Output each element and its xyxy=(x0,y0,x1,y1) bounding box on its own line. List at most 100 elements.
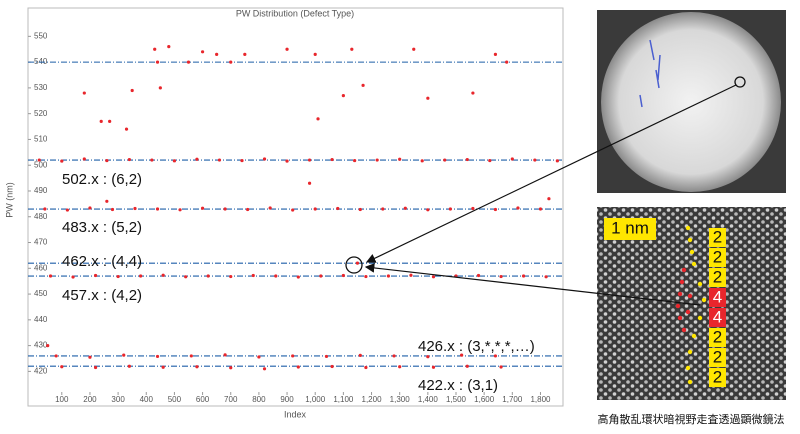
point xyxy=(139,274,143,278)
point xyxy=(262,157,267,161)
column-label: 2 xyxy=(713,247,722,266)
point xyxy=(186,60,191,64)
annotation: 422.x : (3,1) xyxy=(418,377,498,394)
point xyxy=(364,365,368,370)
point xyxy=(307,158,312,162)
point xyxy=(409,273,413,277)
point xyxy=(364,274,368,279)
point xyxy=(229,60,233,64)
column-label: 2 xyxy=(713,327,722,346)
red-dots xyxy=(675,267,693,333)
point xyxy=(471,206,475,211)
y-tick-label: 460 xyxy=(34,263,48,272)
point xyxy=(65,208,70,212)
point xyxy=(155,354,160,359)
column-label: 2 xyxy=(713,347,722,366)
arrow xyxy=(365,84,737,263)
column-box xyxy=(709,268,726,287)
x-tick-label: 1,500 xyxy=(446,395,467,404)
point xyxy=(398,365,402,369)
point xyxy=(155,207,160,211)
x-tick-label: 1,600 xyxy=(474,395,495,404)
point xyxy=(223,207,227,211)
column-label: 2 xyxy=(713,367,722,386)
y-tick-label: 510 xyxy=(34,135,48,144)
point xyxy=(358,207,362,212)
point xyxy=(471,91,475,95)
point xyxy=(195,157,199,161)
point xyxy=(341,94,345,98)
overview-circle xyxy=(734,76,746,88)
column-box xyxy=(709,368,726,387)
point xyxy=(124,127,129,131)
point xyxy=(93,273,98,278)
x-tick-label: 800 xyxy=(252,395,266,404)
defect-marks xyxy=(639,39,661,108)
column-box xyxy=(709,308,726,327)
point xyxy=(262,367,267,371)
point xyxy=(499,274,503,279)
point xyxy=(150,158,154,162)
point xyxy=(268,206,272,210)
point xyxy=(350,47,354,51)
point xyxy=(172,159,177,163)
point xyxy=(200,50,205,54)
point xyxy=(251,273,255,278)
y-axis-label: PW (nm) xyxy=(4,182,14,218)
point xyxy=(412,47,416,51)
column-box xyxy=(709,328,726,347)
scale-box xyxy=(604,218,656,240)
arrow xyxy=(364,263,701,306)
point xyxy=(361,83,365,87)
point xyxy=(229,366,233,370)
point xyxy=(431,365,436,369)
point xyxy=(505,60,509,64)
y-tick-label: 430 xyxy=(34,341,48,350)
point xyxy=(223,353,227,357)
point xyxy=(48,274,53,278)
point xyxy=(116,274,120,279)
x-tick-label: 1,800 xyxy=(530,395,551,404)
point xyxy=(476,273,481,278)
point xyxy=(547,197,551,201)
point xyxy=(60,365,64,369)
annotation: 483.x : (5,2) xyxy=(62,219,142,236)
point xyxy=(291,208,295,212)
point xyxy=(200,206,205,210)
point xyxy=(307,181,312,185)
point xyxy=(206,274,210,278)
point xyxy=(99,119,103,123)
y-tick-label: 470 xyxy=(34,238,48,247)
point xyxy=(358,353,362,358)
point xyxy=(296,365,300,369)
point xyxy=(386,274,391,278)
point xyxy=(127,157,131,162)
column-label: 2 xyxy=(713,227,722,246)
point xyxy=(375,158,379,162)
chart-layer: 4204304404504604704804905005105205305405… xyxy=(28,31,563,404)
point xyxy=(153,47,157,51)
point xyxy=(443,158,447,162)
y-tick-label: 480 xyxy=(34,212,48,221)
point xyxy=(184,275,188,279)
point xyxy=(330,157,334,162)
x-tick-label: 1,300 xyxy=(390,395,411,404)
yellow-dots xyxy=(685,225,707,385)
annotation: 462.x : (4,4) xyxy=(62,253,142,270)
point xyxy=(43,207,47,211)
point xyxy=(448,207,452,211)
annotation: 426.x : (3,*,*,*,…) xyxy=(418,338,535,355)
y-tick-label: 420 xyxy=(34,366,48,375)
point xyxy=(46,344,50,348)
point xyxy=(420,159,424,163)
point xyxy=(105,199,109,203)
point xyxy=(285,159,289,163)
point xyxy=(544,275,548,279)
point xyxy=(285,47,289,51)
highlight-circle xyxy=(345,256,363,274)
column-label: 2 xyxy=(713,267,722,286)
column-box xyxy=(709,248,726,267)
point xyxy=(189,354,193,358)
point xyxy=(291,354,295,358)
point xyxy=(127,364,131,368)
